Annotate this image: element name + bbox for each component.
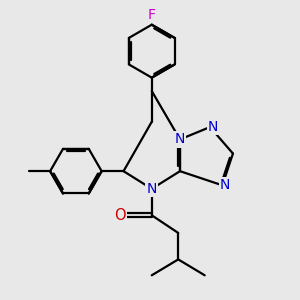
Text: O: O bbox=[114, 208, 126, 223]
Text: N: N bbox=[220, 178, 230, 192]
Text: N: N bbox=[208, 120, 218, 134]
Text: N: N bbox=[147, 182, 157, 196]
Text: N: N bbox=[175, 132, 185, 146]
Text: F: F bbox=[148, 8, 156, 22]
Text: O: O bbox=[113, 208, 125, 223]
